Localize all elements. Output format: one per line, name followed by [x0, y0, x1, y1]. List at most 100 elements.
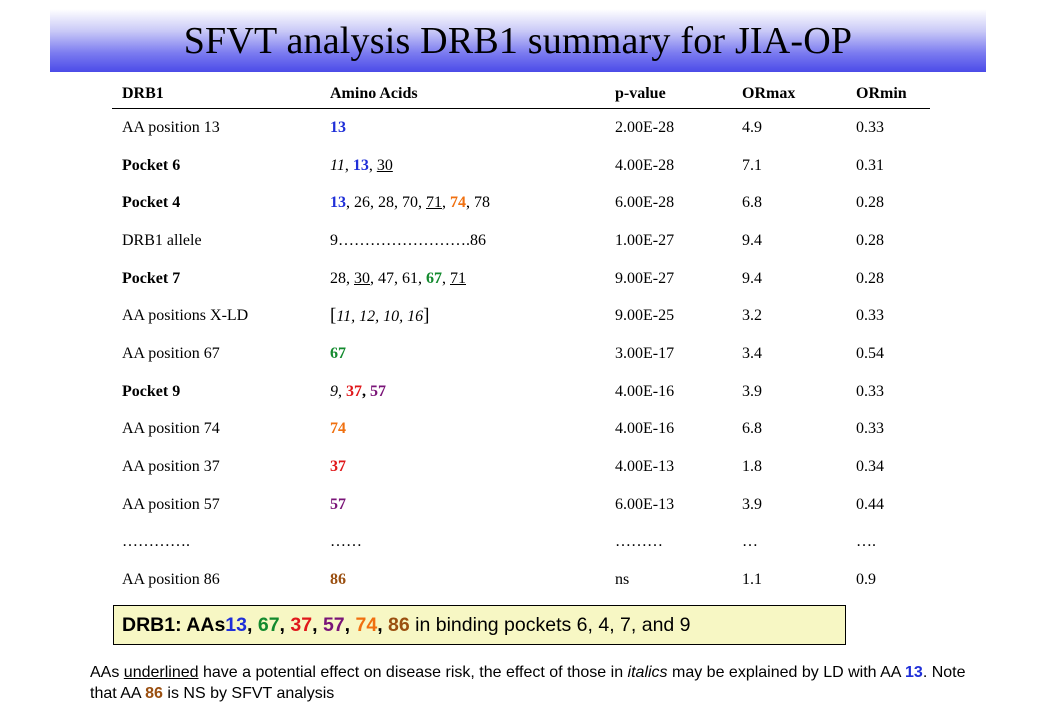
- amino-acid-segment: 30: [376, 156, 393, 174]
- row-ormax: 9.4: [742, 231, 762, 249]
- row-p-value: 3.00E-17: [615, 344, 675, 362]
- row-ormax: 6.8: [742, 420, 762, 438]
- row-amino-acids: 11, 13, 30: [320, 147, 605, 185]
- table-row: AA position 13 13 2.00E-28 4.9 0.33: [112, 109, 930, 147]
- row-label: AA positions X-LD: [122, 307, 249, 325]
- amino-acid-segment: 11: [330, 156, 345, 174]
- row-label: AA position 74: [122, 420, 220, 438]
- amino-acid-segment: ,: [442, 194, 450, 212]
- amino-acid-segment: 37: [330, 458, 346, 476]
- header-ormin: ORmin: [846, 80, 930, 109]
- row-amino-acids: ……: [320, 524, 605, 562]
- footnote-text-3: may be explained by LD with AA: [667, 664, 906, 681]
- row-label: AA position 67: [122, 344, 220, 362]
- amino-acid-segment: [: [330, 305, 337, 327]
- row-ormin: 0.28: [856, 269, 884, 287]
- header-p-value: p-value: [605, 80, 732, 109]
- row-label: AA position 13: [122, 118, 220, 136]
- footnote-text-1: AAs: [90, 664, 124, 681]
- row-label: Pocket 9: [122, 382, 181, 400]
- row-label: AA position 37: [122, 458, 220, 476]
- amino-acid-segment: 67: [330, 344, 346, 362]
- row-label: Pocket 6: [122, 156, 181, 174]
- row-label: AA position 57: [122, 495, 220, 513]
- row-amino-acids: 13: [320, 109, 605, 147]
- table-row: AA position 37 37 4.00E-13 1.8 0.34: [112, 448, 930, 486]
- footnote-italics-word: italics: [627, 664, 668, 681]
- summary-box: DRB1: AAs 13, 67, 37, 57, 74, 86 in bind…: [113, 605, 846, 645]
- amino-acid-segment: 67: [426, 269, 442, 287]
- amino-acid-segment: 74: [330, 420, 346, 438]
- row-p-value: 4.00E-16: [615, 382, 675, 400]
- row-p-value: 2.00E-28: [615, 118, 675, 136]
- row-ormax: 9.4: [742, 269, 762, 287]
- header-drb1: DRB1: [112, 80, 320, 109]
- amino-acid-segment: 11, 12, 10, 16: [336, 308, 424, 326]
- summary-aa-number: 86: [388, 613, 410, 636]
- row-ormin: 0.33: [856, 307, 884, 325]
- footnote-aa-13: 13: [905, 664, 923, 681]
- table-row: AA position 74 74 4.00E-16 6.8 0.33: [112, 411, 930, 449]
- summary-aa-list: 13, 67, 37, 57, 74, 86: [225, 613, 410, 636]
- table-row: Pocket 6 11, 13, 30 4.00E-28 7.1 0.31: [112, 147, 930, 185]
- row-ormax: …: [742, 533, 758, 551]
- row-label: ………….: [122, 533, 190, 551]
- row-amino-acids: [11, 12, 10, 16]: [320, 297, 605, 335]
- amino-acid-segment: 9…………………….86: [330, 231, 486, 249]
- row-ormin: 0.31: [856, 156, 884, 174]
- row-p-value: 9.00E-25: [615, 307, 675, 325]
- row-ormax: 4.9: [742, 118, 762, 136]
- row-ormin: 0.28: [856, 194, 884, 212]
- row-p-value: 4.00E-13: [615, 458, 675, 476]
- amino-acid-segment: 71: [450, 269, 466, 287]
- row-ormin: 0.33: [856, 420, 884, 438]
- summary-lead: DRB1: AAs: [122, 613, 226, 636]
- row-amino-acids: 37: [320, 448, 605, 486]
- row-ormax: 1.8: [742, 458, 762, 476]
- row-label: Pocket 7: [122, 269, 181, 287]
- row-label: Pocket 4: [122, 194, 181, 212]
- row-ormin: 0.33: [856, 118, 884, 136]
- row-amino-acids: 9, 37, 57: [320, 373, 605, 411]
- row-amino-acids: 74: [320, 411, 605, 449]
- row-ormin: 0.9: [856, 571, 876, 589]
- row-ormin: 0.44: [856, 495, 884, 513]
- amino-acid-segment: , 78: [466, 194, 490, 212]
- header-amino-acids: Amino Acids: [320, 80, 605, 109]
- table-row: Pocket 9 9, 37, 57 4.00E-16 3.9 0.33: [112, 373, 930, 411]
- table-row: AA position 86 86 ns 1.1 0.9: [112, 561, 930, 599]
- amino-acid-segment: ,: [344, 156, 353, 174]
- slide-title: SFVT analysis DRB1 summary for JIA-OP: [183, 19, 853, 62]
- amino-acid-segment: ,: [362, 382, 370, 400]
- amino-acid-segment: ……: [330, 533, 362, 551]
- amino-acid-segment: 57: [330, 495, 346, 513]
- table-body: AA position 13 13 2.00E-28 4.9 0.33 Pocket 6 1…: [112, 109, 930, 599]
- footnote: AAs underlined have a potential effect o…: [90, 662, 970, 704]
- table-row: AA position 67 67 3.00E-17 3.4 0.54: [112, 335, 930, 373]
- table-row: AA position 57 57 6.00E-13 3.9 0.44: [112, 486, 930, 524]
- row-label: AA position 86: [122, 571, 220, 589]
- amino-acid-segment: 30: [354, 269, 370, 287]
- table-row: DRB1 allele 9…………………….86 1.00E-27 9.4 0.28: [112, 222, 930, 260]
- amino-acid-segment: 74: [450, 194, 466, 212]
- table-row: ………….………………….: [112, 524, 930, 562]
- summary-aa-number: 67: [257, 613, 280, 636]
- row-ormax: 3.2: [742, 307, 762, 325]
- row-ormax: 3.9: [742, 382, 762, 400]
- summary-aa-number: 57: [322, 613, 345, 636]
- amino-acid-segment: 37: [346, 382, 362, 400]
- row-ormax: 3.9: [742, 495, 762, 513]
- amino-acid-segment: , 26, 28, 70,: [346, 194, 426, 212]
- row-p-value: 1.00E-27: [615, 231, 675, 249]
- amino-acid-segment: , 47, 61,: [370, 269, 426, 287]
- table-row: Pocket 7 28, 30, 47, 61, 67, 71 9.00E-27 9.…: [112, 260, 930, 298]
- drb1-summary-table: DRB1 Amino Acids p-value ORmax ORmin AA …: [112, 80, 930, 599]
- row-ormax: 6.8: [742, 194, 762, 212]
- footnote-aa-86: 86: [145, 685, 163, 702]
- row-amino-acids: 57: [320, 486, 605, 524]
- amino-acid-segment: 86: [330, 571, 346, 589]
- footnote-text-5: is NS by SFVT analysis: [162, 685, 335, 702]
- footnote-text-2: have a potential effect on disease risk,…: [198, 664, 628, 681]
- summary-aa-number: 13: [225, 613, 247, 636]
- amino-acid-segment: 28,: [330, 269, 354, 287]
